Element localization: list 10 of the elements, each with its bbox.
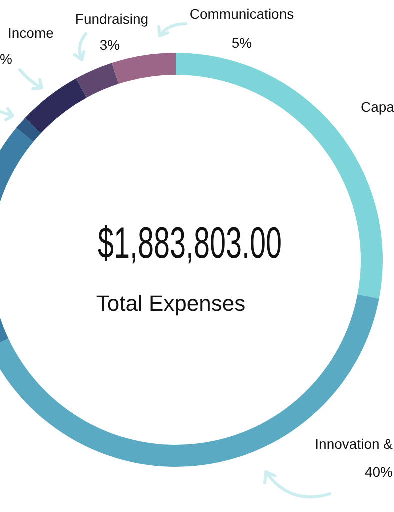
data-label: % bbox=[0, 51, 12, 67]
text: Total Expenses bbox=[96, 291, 246, 316]
slice-label: Communications bbox=[190, 6, 294, 22]
slice-label: Fundraising bbox=[75, 11, 149, 27]
data-label: 3% bbox=[100, 37, 120, 53]
slice-label: Income bbox=[8, 25, 54, 41]
data-label: 5% bbox=[232, 35, 252, 51]
slice-label: Innovation & bbox=[315, 436, 394, 452]
text: $1,883,803.00 bbox=[98, 219, 380, 268]
data-label: 40% bbox=[364, 464, 393, 480]
